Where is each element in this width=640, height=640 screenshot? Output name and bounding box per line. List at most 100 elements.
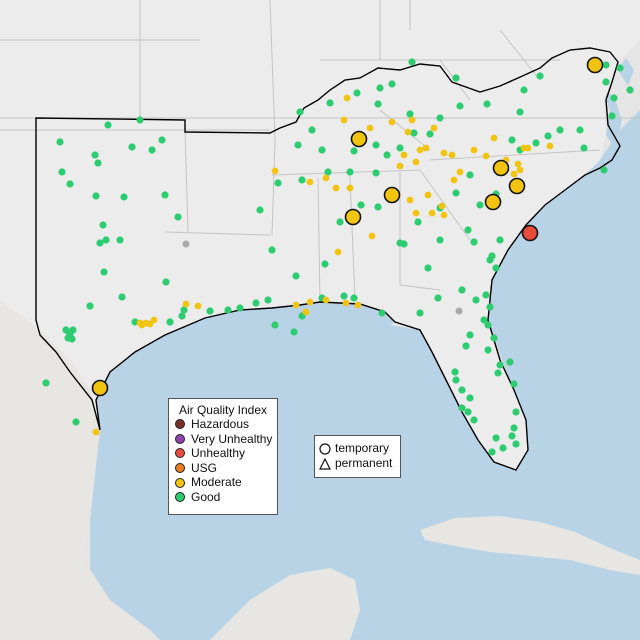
good-monitor[interactable] <box>396 144 404 152</box>
good-monitor[interactable] <box>91 151 99 159</box>
good-monitor[interactable] <box>576 126 584 134</box>
moderate-monitor[interactable] <box>92 428 100 436</box>
temporary-monitor-moderate[interactable] <box>344 208 362 226</box>
good-monitor[interactable] <box>462 342 470 350</box>
moderate-monitor[interactable] <box>546 142 554 150</box>
good-monitor[interactable] <box>482 291 490 299</box>
temporary-monitor-moderate[interactable] <box>91 379 109 397</box>
good-monitor[interactable] <box>56 138 64 146</box>
good-monitor[interactable] <box>452 189 460 197</box>
good-monitor[interactable] <box>252 299 260 307</box>
temporary-monitor-moderate[interactable] <box>586 56 604 74</box>
good-monitor[interactable] <box>96 239 104 247</box>
moderate-monitor[interactable] <box>450 176 458 184</box>
good-monitor[interactable] <box>318 146 326 154</box>
good-monitor[interactable] <box>456 102 464 110</box>
good-monitor[interactable] <box>336 218 344 226</box>
good-monitor[interactable] <box>506 358 514 366</box>
good-monitor[interactable] <box>616 64 624 72</box>
good-monitor[interactable] <box>72 418 80 426</box>
good-monitor[interactable] <box>544 132 552 140</box>
good-monitor[interactable] <box>626 86 634 94</box>
good-monitor[interactable] <box>508 136 516 144</box>
good-monitor[interactable] <box>180 306 188 314</box>
good-monitor[interactable] <box>484 321 492 329</box>
good-monitor[interactable] <box>321 260 329 268</box>
good-monitor[interactable] <box>374 100 382 108</box>
good-monitor[interactable] <box>86 302 94 310</box>
moderate-monitor[interactable] <box>510 170 518 178</box>
good-monitor[interactable] <box>256 206 264 214</box>
good-monitor[interactable] <box>492 434 500 442</box>
moderate-monitor[interactable] <box>516 166 524 174</box>
good-monitor[interactable] <box>451 368 459 376</box>
moderate-monitor[interactable] <box>322 296 330 304</box>
temporary-monitor-moderate[interactable] <box>383 186 401 204</box>
good-monitor[interactable] <box>174 213 182 221</box>
moderate-monitor[interactable] <box>343 94 351 102</box>
moderate-monitor[interactable] <box>448 151 456 159</box>
moderate-monitor[interactable] <box>332 184 340 192</box>
good-monitor[interactable] <box>508 432 516 440</box>
good-monitor[interactable] <box>434 294 442 302</box>
good-monitor[interactable] <box>350 294 358 302</box>
moderate-monitor[interactable] <box>428 209 436 217</box>
good-monitor[interactable] <box>136 116 144 124</box>
good-monitor[interactable] <box>120 193 128 201</box>
good-monitor[interactable] <box>464 408 472 416</box>
good-monitor[interactable] <box>324 168 332 176</box>
moderate-monitor[interactable] <box>306 178 314 186</box>
moderate-monitor[interactable] <box>404 128 412 136</box>
moderate-monitor[interactable] <box>406 196 414 204</box>
gray-monitor-marker[interactable] <box>455 307 463 315</box>
good-monitor[interactable] <box>166 318 174 326</box>
good-monitor[interactable] <box>472 296 480 304</box>
good-monitor[interactable] <box>66 180 74 188</box>
moderate-monitor[interactable] <box>424 191 432 199</box>
moderate-monitor[interactable] <box>396 162 404 170</box>
temporary-monitor-unhealthy[interactable] <box>521 224 539 242</box>
moderate-monitor[interactable] <box>340 116 348 124</box>
good-monitor[interactable] <box>608 112 616 120</box>
good-monitor[interactable] <box>178 312 186 320</box>
moderate-monitor[interactable] <box>520 144 528 152</box>
good-monitor[interactable] <box>602 78 610 86</box>
good-monitor[interactable] <box>99 221 107 229</box>
moderate-monitor[interactable] <box>456 168 464 176</box>
good-monitor-markers[interactable] <box>42 58 634 456</box>
moderate-monitor[interactable] <box>346 184 354 192</box>
good-monitor[interactable] <box>290 328 298 336</box>
good-monitor[interactable] <box>100 268 108 276</box>
good-monitor[interactable] <box>388 80 396 88</box>
good-monitor[interactable] <box>516 108 524 116</box>
moderate-monitor-markers[interactable] <box>92 94 554 436</box>
good-monitor[interactable] <box>610 94 618 102</box>
moderate-monitor[interactable] <box>194 302 202 310</box>
moderate-monitor[interactable] <box>322 174 330 182</box>
moderate-monitor[interactable] <box>138 321 146 329</box>
good-monitor[interactable] <box>470 416 478 424</box>
good-monitor[interactable] <box>308 126 316 134</box>
temporary-monitor-markers[interactable] <box>91 56 604 397</box>
moderate-monitor[interactable] <box>438 202 446 210</box>
moderate-monitor[interactable] <box>271 167 279 175</box>
good-monitor[interactable] <box>372 141 380 149</box>
good-monitor[interactable] <box>148 146 156 154</box>
good-monitor[interactable] <box>476 201 484 209</box>
moderate-monitor[interactable] <box>366 124 374 132</box>
good-monitor[interactable] <box>42 379 50 387</box>
good-monitor[interactable] <box>512 440 520 448</box>
good-monitor[interactable] <box>466 394 474 402</box>
moderate-monitor[interactable] <box>412 209 420 217</box>
good-monitor[interactable] <box>69 326 77 334</box>
moderate-monitor[interactable] <box>150 316 158 324</box>
good-monitor[interactable] <box>416 309 424 317</box>
good-monitor[interactable] <box>274 179 282 187</box>
good-monitor[interactable] <box>520 86 528 94</box>
moderate-monitor[interactable] <box>354 301 362 309</box>
good-monitor[interactable] <box>458 404 466 412</box>
good-monitor[interactable] <box>292 272 300 280</box>
good-monitor[interactable] <box>118 293 126 301</box>
good-monitor[interactable] <box>510 380 518 388</box>
good-monitor[interactable] <box>271 321 279 329</box>
